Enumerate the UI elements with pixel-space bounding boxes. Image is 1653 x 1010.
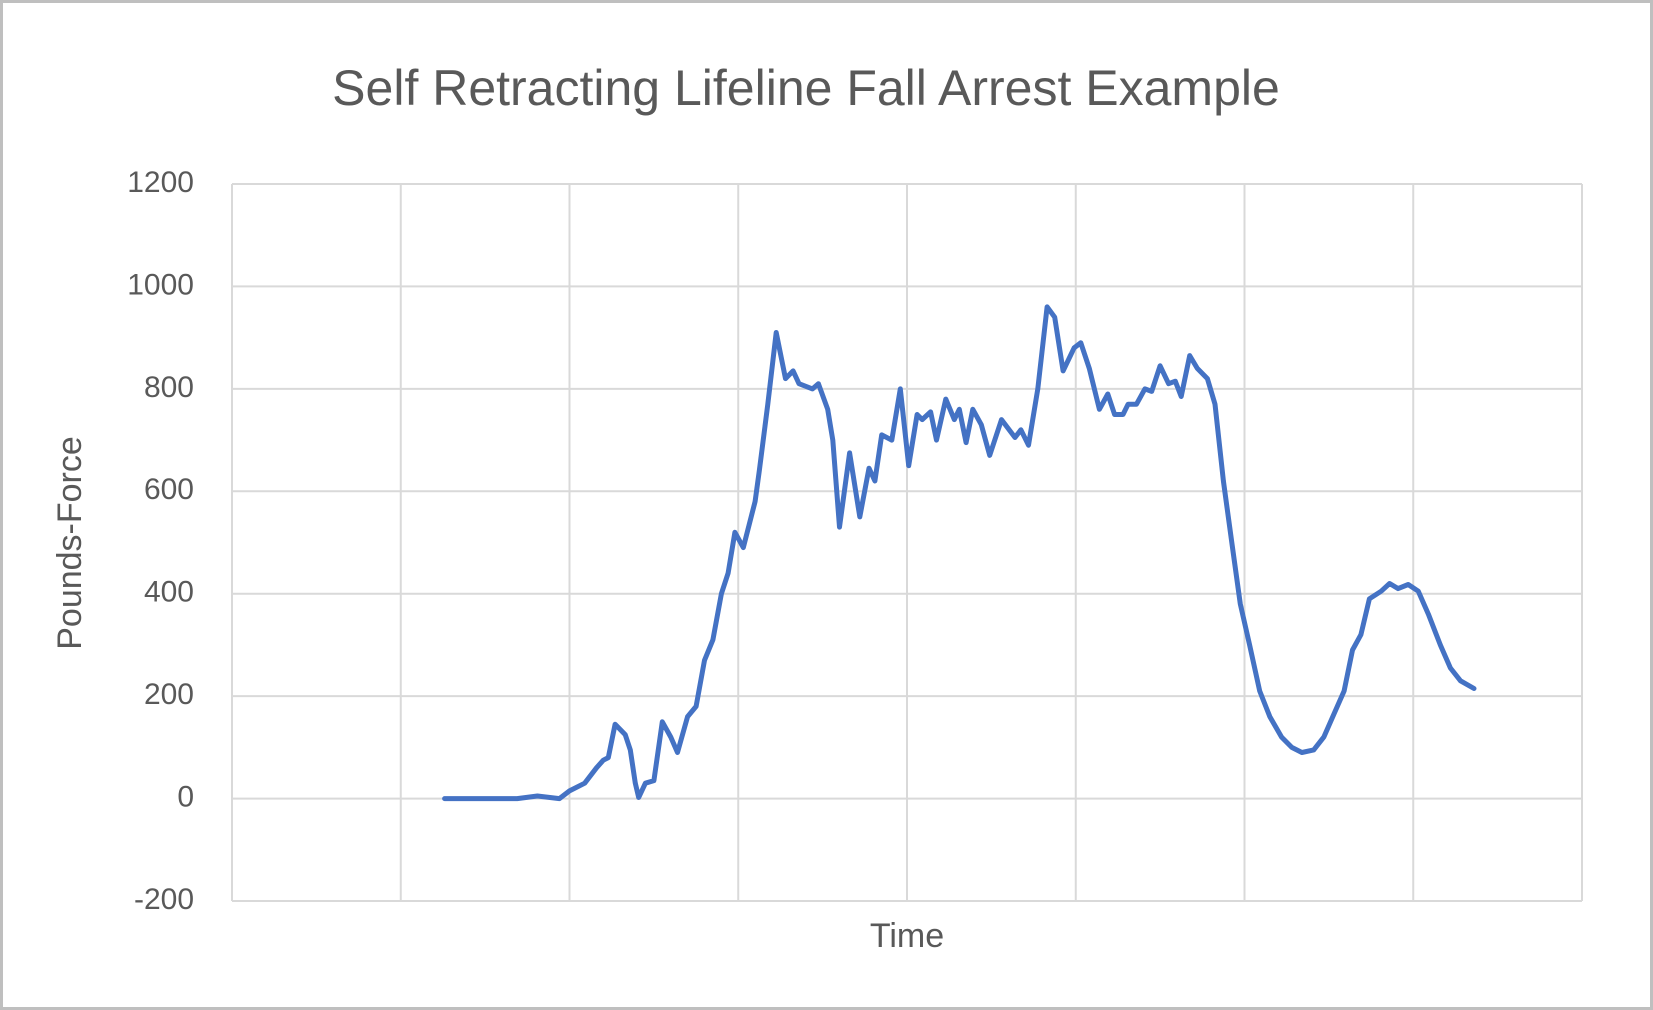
data-line	[442, 304, 1477, 802]
y-tick-label: 200	[144, 678, 194, 711]
y-tick-label: 1000	[127, 268, 194, 301]
y-tick-label: 1200	[127, 166, 194, 199]
y-tick-label: -200	[134, 883, 194, 916]
y-tick-label: 0	[177, 780, 194, 813]
x-axis-label: Time	[870, 917, 944, 955]
y-tick-label: 400	[144, 576, 194, 609]
y-tick-label: 800	[144, 371, 194, 404]
y-tick-label: 600	[144, 473, 194, 506]
y-axis-label: Pounds-Force	[51, 436, 89, 650]
chart-title: Self Retracting Lifeline Fall Arrest Exa…	[332, 60, 1280, 116]
